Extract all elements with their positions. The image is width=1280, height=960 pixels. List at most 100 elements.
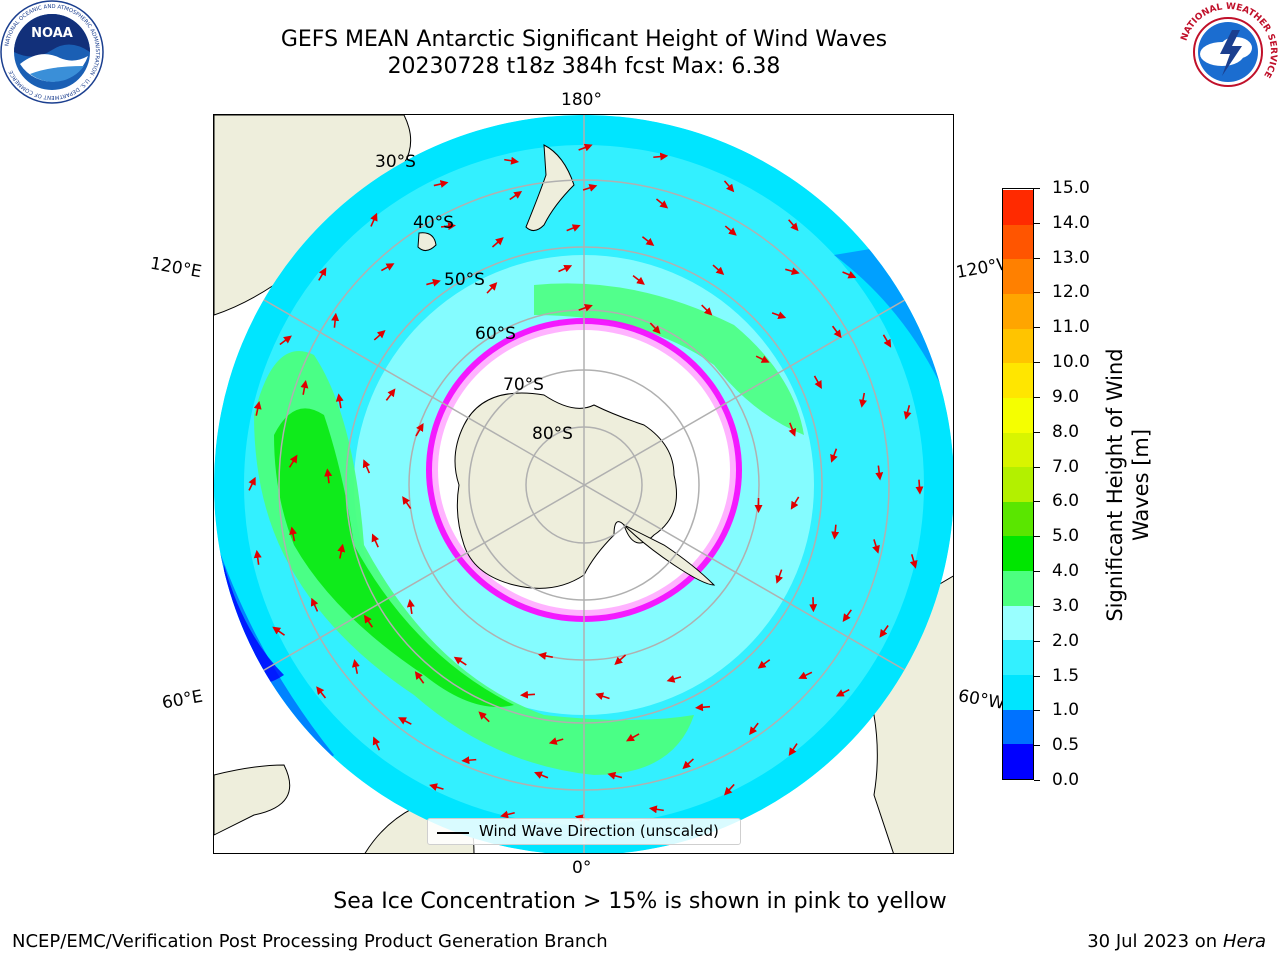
- colorbar-tick-label: 0.5: [1052, 735, 1080, 756]
- wave-direction-arrow: [625, 733, 640, 742]
- wave-direction-arrow: [724, 225, 737, 236]
- colorbar-tick-mark: [1034, 640, 1040, 642]
- footer-date-text: 30 Jul 2023 on: [1087, 931, 1223, 952]
- wave-direction-arrow: [300, 379, 309, 395]
- wave-direction-arrow: [426, 278, 441, 287]
- lon-label-60w: 60°W: [956, 686, 1007, 714]
- colorbar: [1002, 188, 1034, 780]
- colorbar-tick-mark: [1034, 780, 1040, 781]
- lon-label-60e: 60°E: [160, 686, 205, 714]
- colorbar-tick-mark: [1034, 396, 1040, 398]
- colorbar-segment: [1003, 501, 1033, 537]
- sea-ice-note: Sea Ice Concentration > 15% is shown in …: [333, 889, 947, 914]
- wave-direction-arrow: [289, 526, 297, 542]
- wave-direction-arrow: [486, 282, 498, 294]
- wave-direction-arrow: [757, 659, 771, 669]
- colorbar-segment: [1003, 432, 1033, 468]
- wave-direction-arrow: [842, 609, 852, 623]
- wave-direction-arrow: [402, 496, 412, 509]
- wave-direction-arrow: [578, 143, 593, 152]
- africa-landmass: [214, 764, 291, 836]
- wave-direction-arrow: [272, 626, 285, 636]
- colorbar-tick-mark: [1034, 466, 1040, 468]
- wave-direction-arrow: [385, 388, 396, 401]
- wave-direction-arrow: [775, 569, 783, 584]
- colorbar-segment: [1003, 293, 1033, 329]
- wave-direction-arrow: [248, 476, 256, 491]
- wave-direction-arrow: [429, 783, 444, 791]
- wave-direction-arrow: [830, 448, 838, 463]
- wave-direction-arrow: [903, 405, 912, 420]
- colorbar-tick-label: 8.0: [1052, 421, 1080, 442]
- colorbar-segment: [1003, 709, 1033, 745]
- wave-direction-arrow: [324, 468, 333, 484]
- chart-title: GEFS MEAN Antarctic Significant Height o…: [280, 27, 888, 52]
- nws-logo: NATIONAL WEATHER SERVICE: [1176, 0, 1280, 104]
- colorbar-tick-label: 9.0: [1052, 386, 1080, 407]
- colorbar-tick-mark: [1034, 327, 1040, 329]
- lat-label-50s: 50°S: [444, 270, 485, 290]
- noaa-logo: NOAA NATIONAL OCEANIC AND ATMOSPHERIC AD…: [0, 0, 104, 104]
- wave-direction-arrow: [649, 322, 661, 334]
- colorbar-segment: [1003, 570, 1033, 606]
- wave-direction-arrow: [909, 554, 918, 569]
- colorbar-tick-mark: [1034, 431, 1040, 433]
- colorbar-segment: [1003, 674, 1033, 710]
- wave-direction-arrow: [578, 303, 593, 312]
- colorbar-tick-mark: [1034, 188, 1040, 189]
- colorbar-tick-mark: [1034, 605, 1040, 607]
- colorbar-tick-label: 10.0: [1052, 352, 1090, 373]
- wave-direction-arrow: [331, 312, 340, 328]
- wave-direction-arrow: [582, 184, 598, 192]
- wave-direction-arrow: [538, 652, 553, 660]
- colorbar-tick-label: 14.0: [1052, 212, 1090, 233]
- new-zealand-landmass: [525, 144, 575, 231]
- wave-direction-arrow: [504, 156, 520, 165]
- colorbar-tick-mark: [1034, 536, 1040, 538]
- wave-direction-arrow: [701, 304, 713, 316]
- noaa-logo-text: NOAA: [31, 26, 73, 41]
- legend-label: Wind Wave Direction (unscaled): [479, 822, 719, 840]
- wave-direction-arrow: [316, 686, 327, 699]
- colorbar-tick-label: 15.0: [1052, 178, 1090, 198]
- lon-label-180: 180°: [561, 90, 602, 110]
- wave-direction-arrow: [835, 688, 850, 697]
- lat-label-40s: 40°S: [413, 213, 454, 233]
- wave-direction-arrow: [253, 401, 262, 416]
- wave-direction-arrow: [879, 625, 889, 638]
- footer-producer: NCEP/EMC/Verification Post Processing Pr…: [12, 931, 608, 952]
- tasmania-landmass: [417, 232, 437, 251]
- wave-direction-arrow: [253, 549, 262, 565]
- colorbar-segment: [1003, 362, 1033, 398]
- colorbar-segment: [1003, 535, 1033, 572]
- lat-label-30s: 30°S: [375, 152, 416, 172]
- wave-direction-arrow: [461, 756, 477, 765]
- colorbar-tick-label: 5.0: [1052, 526, 1080, 547]
- wave-direction-arrow: [831, 325, 842, 339]
- wave-direction-arrow: [788, 422, 797, 437]
- map-panel: [213, 114, 954, 854]
- wave-direction-arrow: [440, 222, 456, 231]
- wave-direction-arrow: [288, 454, 298, 468]
- wave-direction-arrow: [875, 465, 884, 481]
- wave-direction-arrow: [373, 330, 386, 341]
- wave-direction-arrow: [414, 671, 425, 684]
- wave-direction-arrow: [509, 190, 523, 201]
- wave-direction-arrow: [785, 267, 800, 276]
- wave-direction-arrow: [433, 180, 449, 188]
- wave-direction-arrow: [771, 311, 787, 319]
- wave-direction-arrow: [371, 533, 379, 548]
- wave-direction-arrow: [749, 722, 759, 736]
- colorbar-label-line1: Significant Height of Wind: [1103, 348, 1127, 622]
- high-wave-band-pacific: [534, 283, 804, 435]
- wave-direction-arrow: [842, 271, 857, 279]
- wave-direction-arrow: [558, 264, 573, 273]
- wave-direction-arrow: [655, 198, 669, 209]
- colorbar-segment: [1003, 258, 1033, 294]
- colorbar-segment: [1003, 328, 1033, 364]
- wave-direction-arrow: [500, 810, 515, 819]
- colorbar-tick-label: 7.0: [1052, 456, 1080, 477]
- wave-direction-arrow: [831, 524, 840, 540]
- wave-direction-arrow: [478, 711, 490, 723]
- colorbar-label-line2: Waves [m]: [1129, 428, 1153, 542]
